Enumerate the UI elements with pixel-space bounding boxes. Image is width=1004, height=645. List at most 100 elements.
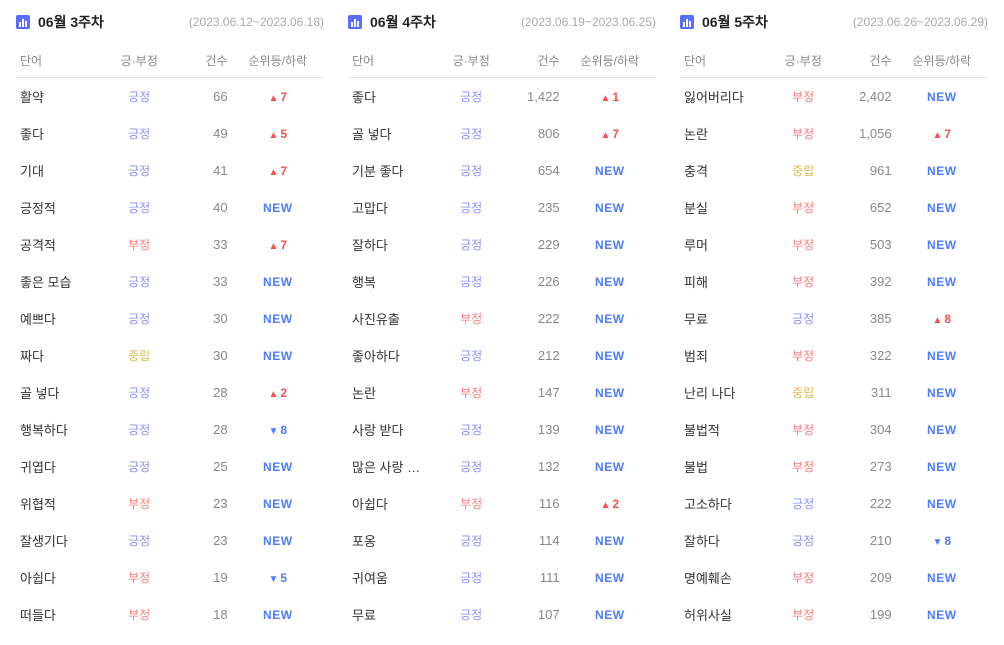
table-row: 논란부정147NEW: [348, 374, 656, 411]
cell-word: 허위사실: [680, 596, 772, 633]
cell-rank-change: NEW: [564, 559, 656, 596]
ranking-table: 단어긍·부정건수순위등/하락잃어버리다부정2,402NEW논란부정1,056▲7…: [680, 44, 988, 633]
cell-count: 652: [834, 189, 896, 226]
table-row: 사랑 받다긍정139NEW: [348, 411, 656, 448]
cell-word: 좋은 모습: [16, 263, 108, 300]
cell-count: 1,056: [834, 115, 896, 152]
cell-sentiment: 긍정: [108, 78, 170, 116]
col-header-word: 단어: [16, 44, 108, 78]
cell-rank-change: NEW: [564, 337, 656, 374]
cell-rank-change: NEW: [232, 448, 324, 485]
cell-count: 40: [170, 189, 232, 226]
cell-word: 떠들다: [16, 596, 108, 633]
cell-rank-change: NEW: [564, 596, 656, 633]
table-row: 예쁘다긍정30NEW: [16, 300, 324, 337]
table-row: 무료긍정385▲8: [680, 300, 988, 337]
cell-count: 116: [502, 485, 564, 522]
table-row: 불법부정273NEW: [680, 448, 988, 485]
cell-count: 139: [502, 411, 564, 448]
table-row: 긍정적긍정40NEW: [16, 189, 324, 226]
cell-rank-change: ▲7: [896, 115, 988, 152]
cell-count: 503: [834, 226, 896, 263]
cell-count: 33: [170, 226, 232, 263]
cell-word: 골 넣다: [16, 374, 108, 411]
cell-count: 23: [170, 485, 232, 522]
cell-count: 1,422: [502, 78, 564, 116]
cell-word: 논란: [348, 374, 440, 411]
table-row: 골 넣다긍정28▲2: [16, 374, 324, 411]
col-header-word: 단어: [348, 44, 440, 78]
cell-count: 23: [170, 522, 232, 559]
cell-count: 654: [502, 152, 564, 189]
cell-count: 19: [170, 559, 232, 596]
cell-count: 226: [502, 263, 564, 300]
cell-word: 고맙다: [348, 189, 440, 226]
cell-count: 132: [502, 448, 564, 485]
col-header-count: 건수: [170, 44, 232, 78]
cell-rank-change: NEW: [564, 226, 656, 263]
cell-word: 골 넣다: [348, 115, 440, 152]
panel-date-range: (2023.06.19~2023.06.25): [521, 15, 656, 29]
cell-sentiment: 긍정: [108, 374, 170, 411]
cell-word: 루머: [680, 226, 772, 263]
cell-rank-change: NEW: [896, 448, 988, 485]
table-row: 고맙다긍정235NEW: [348, 189, 656, 226]
cell-rank-change: ▲5: [232, 115, 324, 152]
cell-sentiment: 긍정: [440, 522, 502, 559]
cell-sentiment: 긍정: [440, 559, 502, 596]
bar-chart-icon: [680, 15, 694, 29]
cell-count: 235: [502, 189, 564, 226]
cell-rank-change: ▲2: [232, 374, 324, 411]
cell-rank-change: NEW: [896, 411, 988, 448]
cell-count: 30: [170, 337, 232, 374]
cell-rank-change: NEW: [896, 152, 988, 189]
cell-word: 기대: [16, 152, 108, 189]
cell-word: 고소하다: [680, 485, 772, 522]
cell-sentiment: 긍정: [440, 596, 502, 633]
cell-rank-change: NEW: [896, 226, 988, 263]
table-row: 많은 사랑 …긍정132NEW: [348, 448, 656, 485]
cell-sentiment: 긍정: [440, 263, 502, 300]
table-row: 좋다긍정49▲5: [16, 115, 324, 152]
table-row: 행복긍정226NEW: [348, 263, 656, 300]
cell-word: 잘하다: [348, 226, 440, 263]
cell-count: 961: [834, 152, 896, 189]
cell-word: 짜다: [16, 337, 108, 374]
panel-title: 06월 5주차: [702, 12, 768, 32]
table-row: 난리 나다중립311NEW: [680, 374, 988, 411]
cell-rank-change: NEW: [564, 411, 656, 448]
table-row: 잃어버리다부정2,402NEW: [680, 78, 988, 116]
cell-word: 예쁘다: [16, 300, 108, 337]
cell-rank-change: NEW: [564, 448, 656, 485]
table-row: 공격적부정33▲7: [16, 226, 324, 263]
cell-count: 322: [834, 337, 896, 374]
cell-sentiment: 부정: [108, 485, 170, 522]
cell-sentiment: 긍정: [772, 522, 834, 559]
col-header-rank: 순위등/하락: [232, 44, 324, 78]
cell-word: 충격: [680, 152, 772, 189]
cell-rank-change: NEW: [896, 596, 988, 633]
ranking-table: 단어긍·부정건수순위등/하락좋다긍정1,422▲1골 넣다긍정806▲7기분 좋…: [348, 44, 656, 633]
cell-sentiment: 부정: [772, 596, 834, 633]
cell-sentiment: 부정: [772, 78, 834, 116]
cell-word: 범죄: [680, 337, 772, 374]
week-panel: 06월 4주차(2023.06.19~2023.06.25)단어긍·부정건수순위…: [348, 12, 656, 633]
cell-rank-change: NEW: [232, 189, 324, 226]
cell-rank-change: NEW: [564, 189, 656, 226]
cell-sentiment: 긍정: [108, 522, 170, 559]
cell-sentiment: 긍정: [108, 189, 170, 226]
cell-word: 논란: [680, 115, 772, 152]
cell-sentiment: 부정: [440, 300, 502, 337]
cell-rank-change: ▲7: [564, 115, 656, 152]
cell-rank-change: ▼5: [232, 559, 324, 596]
panel-header: 06월 3주차(2023.06.12~2023.06.18): [16, 12, 324, 32]
table-row: 좋다긍정1,422▲1: [348, 78, 656, 116]
cell-count: 18: [170, 596, 232, 633]
table-row: 포옹긍정114NEW: [348, 522, 656, 559]
cell-word: 행복: [348, 263, 440, 300]
cell-word: 많은 사랑 …: [348, 448, 440, 485]
cell-word: 피해: [680, 263, 772, 300]
cell-rank-change: NEW: [896, 189, 988, 226]
week-panel: 06월 5주차(2023.06.26~2023.06.29)단어긍·부정건수순위…: [680, 12, 988, 633]
cell-rank-change: NEW: [896, 485, 988, 522]
